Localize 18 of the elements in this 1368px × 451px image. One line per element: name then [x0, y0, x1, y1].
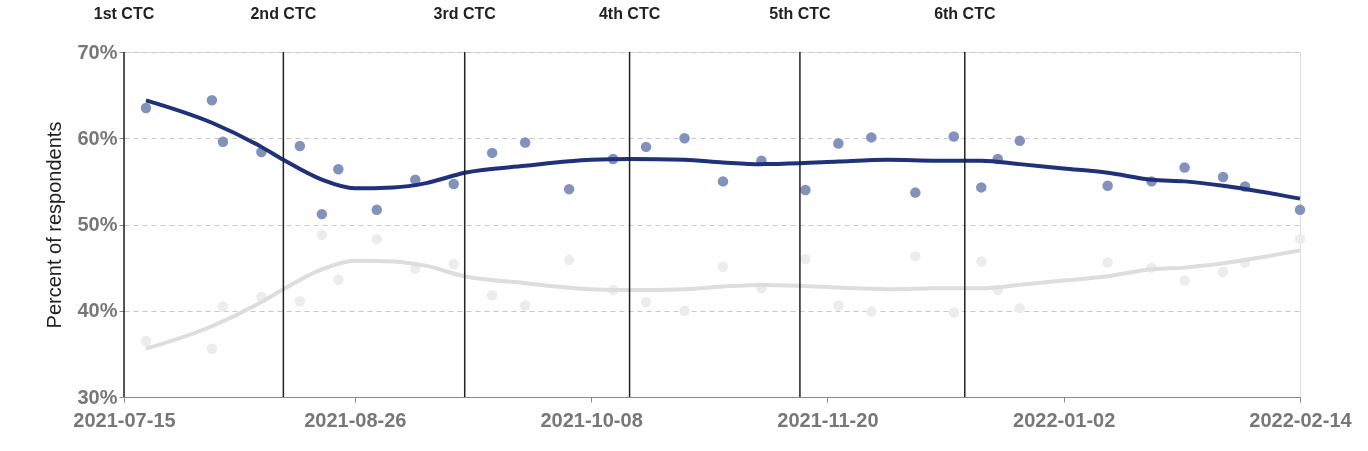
y-tick-label: 40%	[77, 299, 118, 322]
x-tick-label: 2021-08-26	[304, 408, 407, 431]
x-tick-label: 2021-10-08	[540, 408, 643, 431]
ref-line-label: 1st CTC	[93, 5, 155, 22]
y-tick-label: 60%	[77, 126, 118, 149]
x-tick-label: 2022-01-02	[1013, 408, 1116, 431]
ref-line-label: 5th CTC	[769, 5, 832, 22]
x-tick-label: 2021-07-15	[73, 408, 176, 431]
y-tick-label: 70%	[77, 40, 118, 63]
ref-line-label: 2nd CTC	[250, 5, 317, 22]
ref-line-label: 6th CTC	[934, 5, 996, 22]
ref-line-label: 4th CTC	[598, 5, 661, 22]
x-tick-label: 2021-11-20	[777, 408, 879, 431]
y-tick-label: 50%	[77, 213, 118, 235]
x-tick-label: 2022-02-14	[1249, 408, 1353, 431]
y-tick-label: 30%	[77, 385, 118, 408]
y-axis-title: Percent of respondents	[43, 121, 66, 329]
ref-line-label: 3rd CTC	[433, 5, 497, 22]
